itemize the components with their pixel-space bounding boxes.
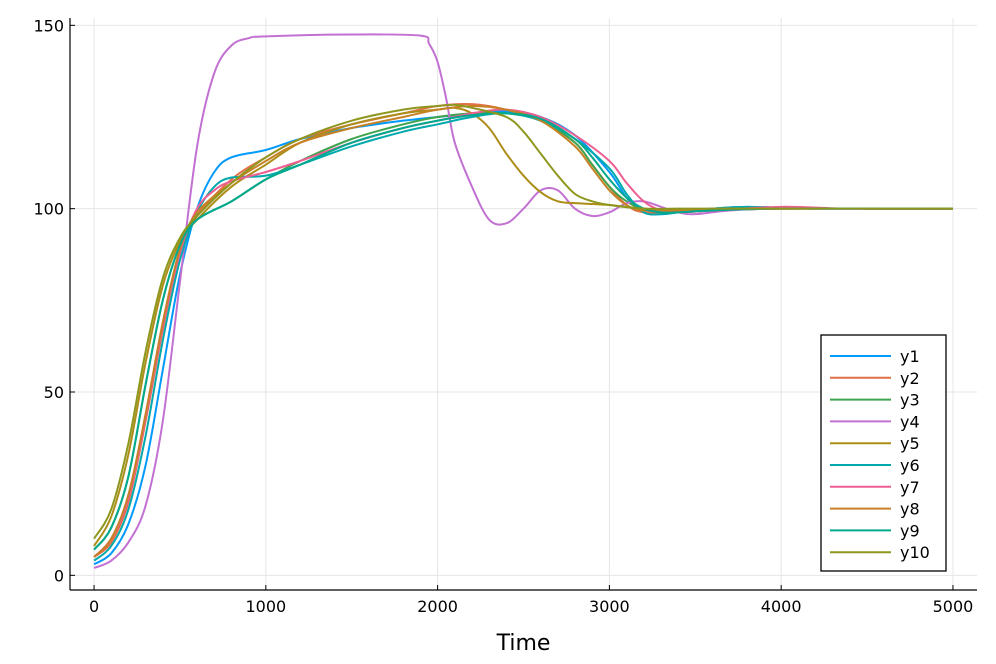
x-tick-label: 1000 xyxy=(245,597,286,616)
x-tick-label: 4000 xyxy=(761,597,802,616)
legend-label-y5: y5 xyxy=(900,434,920,453)
series-line-y8 xyxy=(93,105,953,558)
tick-labels: 0 1000 2000 3000 4000 5000 0 50 100 150 xyxy=(33,16,973,616)
axes-frame xyxy=(69,18,977,591)
legend-label-y8: y8 xyxy=(900,500,920,519)
legend-box xyxy=(820,334,947,572)
legend-label-y7: y7 xyxy=(900,478,920,497)
x-tick-label: 2000 xyxy=(417,597,458,616)
x-axis-title: Time xyxy=(496,631,551,656)
legend-label-y1: y1 xyxy=(900,347,920,366)
series-line-y10 xyxy=(93,103,953,540)
legend-label-y10: y10 xyxy=(900,543,930,562)
legend: y1 y2 y3 y4 y5 y6 y7 y8 y9 y10 xyxy=(820,334,947,572)
x-tick-label: 0 xyxy=(89,597,99,616)
y-tick-label: 150 xyxy=(33,16,64,35)
legend-label-y6: y6 xyxy=(900,456,920,475)
x-tick-label: 5000 xyxy=(933,597,974,616)
legend-label-y2: y2 xyxy=(900,369,920,388)
series-line-y9 xyxy=(93,112,953,551)
legend-label-y3: y3 xyxy=(900,391,920,410)
legend-label-y9: y9 xyxy=(900,521,920,540)
series-lines xyxy=(93,33,953,569)
series-line-y4 xyxy=(93,33,953,569)
legend-label-y4: y4 xyxy=(900,412,920,431)
y-tick-label: 100 xyxy=(33,200,64,219)
y-tick-label: 0 xyxy=(54,566,64,585)
y-tick-label: 50 xyxy=(44,383,64,402)
x-tick-label: 3000 xyxy=(589,597,630,616)
